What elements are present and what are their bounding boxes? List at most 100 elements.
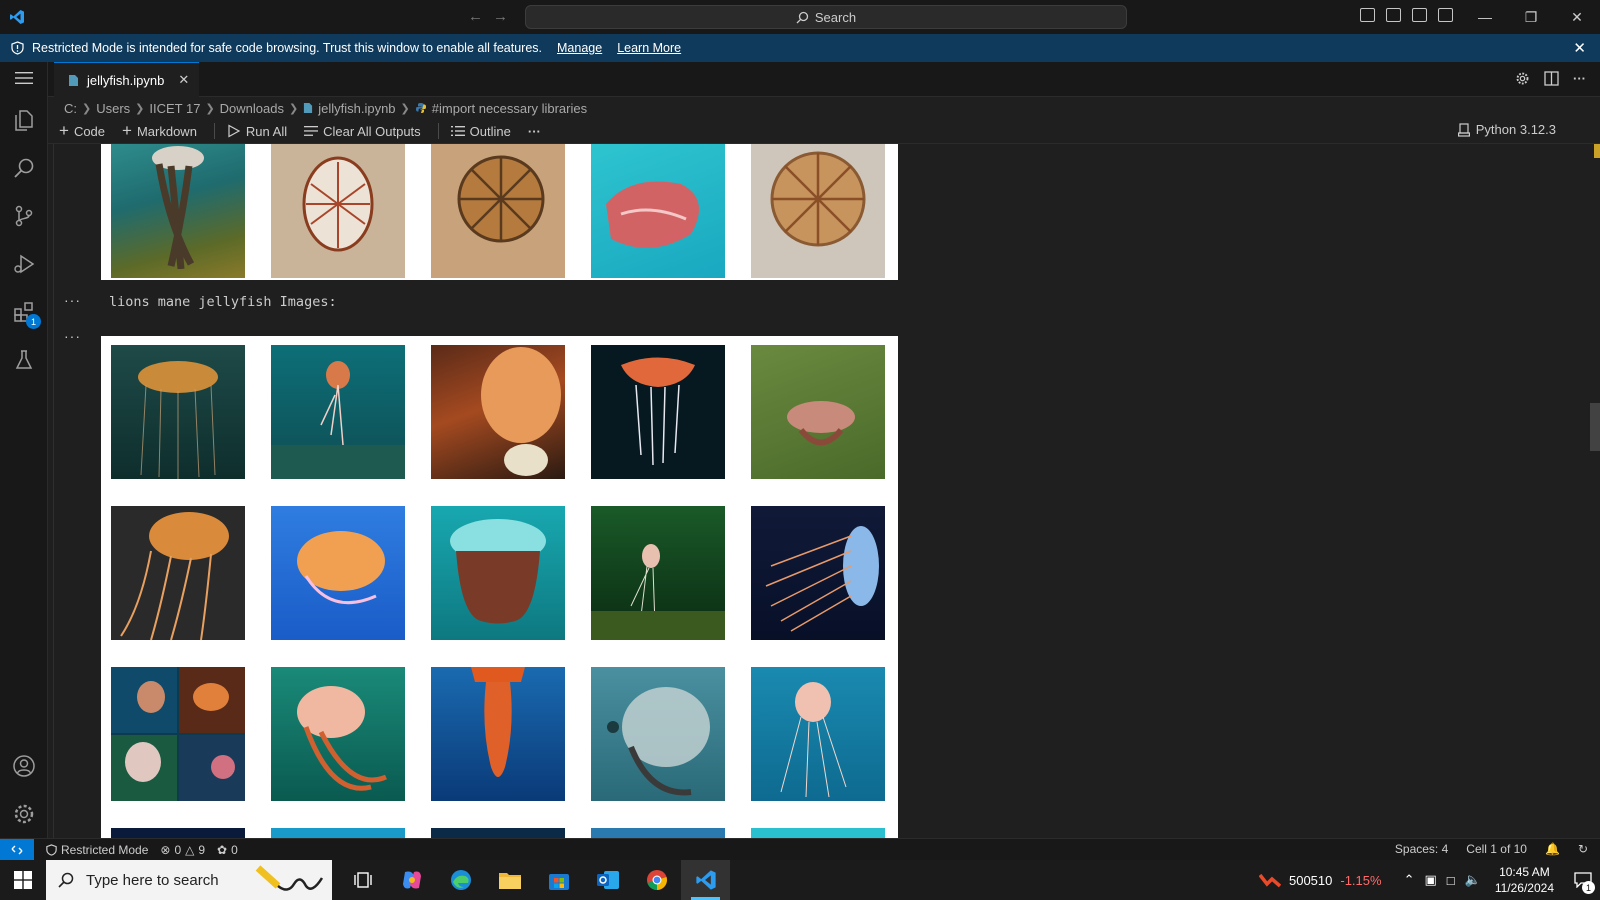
- overview-ruler-marker: [1594, 144, 1600, 158]
- manage-gear-icon[interactable]: [0, 790, 48, 838]
- task-view-icon[interactable]: [338, 860, 387, 900]
- kernel-label: Python 3.12.3: [1475, 122, 1556, 137]
- clock[interactable]: 10:45 AM 11/26/2024: [1495, 864, 1554, 896]
- start-button[interactable]: [0, 860, 46, 900]
- windows-taskbar: Type here to search 500510: [0, 860, 1600, 900]
- error-icon: ⊗: [160, 842, 171, 857]
- jellyfish-image: [431, 144, 565, 278]
- search-highlight-icon: [255, 865, 324, 891]
- jellyfish-image: [751, 667, 885, 801]
- ports-status[interactable]: ✿ 0: [217, 843, 238, 857]
- more-toolbar-actions[interactable]: ···: [528, 124, 541, 139]
- stock-widget[interactable]: 500510 -1.15%: [1258, 872, 1382, 888]
- breadcrumb-item-file[interactable]: jellyfish.ipynb: [318, 100, 396, 116]
- cell-position-indicator[interactable]: Cell 1 of 10: [1466, 842, 1527, 856]
- breadcrumb-item-cell[interactable]: #import necessary libraries: [431, 100, 588, 116]
- cell-more-actions[interactable]: ···: [64, 328, 81, 344]
- jellyfish-image: [111, 828, 245, 838]
- jellyfish-image: [111, 506, 245, 641]
- file-explorer-icon[interactable]: [485, 860, 534, 900]
- jellyfish-image: [751, 828, 885, 838]
- jellyfish-image: [431, 828, 565, 838]
- system-tray: 500510 -1.15% ⌃ ▣ □ 🔈 10:45 AM 11/26/202…: [1258, 860, 1600, 900]
- breadcrumb-item-users[interactable]: Users: [96, 100, 131, 116]
- outline-button[interactable]: Outline: [450, 124, 511, 139]
- restricted-mode-status[interactable]: Restricted Mode: [46, 843, 148, 857]
- forward-arrow-icon[interactable]: →: [493, 8, 508, 25]
- explorer-icon[interactable]: [0, 96, 48, 144]
- shield-icon: [11, 41, 24, 55]
- breadcrumb-item-downloads[interactable]: Downloads: [219, 100, 284, 116]
- copilot-icon[interactable]: [387, 860, 436, 900]
- activity-bar: 1: [0, 62, 48, 838]
- edge-browser-icon[interactable]: [436, 860, 485, 900]
- volume-icon[interactable]: 🔈: [1464, 872, 1481, 887]
- command-center-search[interactable]: Search: [525, 5, 1127, 29]
- source-control-icon[interactable]: [0, 192, 48, 240]
- notebook-file-icon: [304, 103, 313, 113]
- chevron-up-icon[interactable]: ⌃: [1403, 872, 1415, 887]
- kernel-picker[interactable]: Python 3.12.3: [1457, 122, 1556, 137]
- spaces-indicator[interactable]: Spaces: 4: [1394, 842, 1449, 856]
- jellyfish-image: [431, 345, 565, 479]
- tab-jellyfish-notebook[interactable]: jellyfish.ipynb ✕: [54, 62, 200, 97]
- add-markdown-cell-button[interactable]: + Markdown: [122, 121, 197, 141]
- remote-indicator-icon[interactable]: [0, 838, 34, 861]
- warning-icon: △: [185, 842, 195, 857]
- manage-link[interactable]: Manage: [557, 41, 603, 55]
- stock-value: 500510: [1288, 872, 1333, 888]
- minimize-button[interactable]: —: [1478, 9, 1492, 25]
- notebook-settings-icon[interactable]: [1515, 71, 1530, 86]
- breadcrumb-item-user[interactable]: IICET 17: [149, 100, 201, 116]
- close-tab-icon[interactable]: ✕: [178, 72, 190, 87]
- restore-button[interactable]: ❐: [1524, 8, 1538, 25]
- breadcrumb: C: ❯ Users ❯ IICET 17 ❯ Downloads ❯ jell…: [48, 97, 1600, 119]
- add-code-cell-button[interactable]: + Code: [59, 121, 105, 141]
- search-icon[interactable]: [0, 144, 48, 192]
- sync-icon[interactable]: ↻: [1577, 842, 1588, 856]
- outlook-icon[interactable]: [583, 860, 632, 900]
- extensions-icon[interactable]: 1: [0, 288, 48, 336]
- toggle-primary-sidebar-icon[interactable]: [1360, 8, 1375, 22]
- taskbar-search-box[interactable]: Type here to search: [46, 860, 332, 900]
- toggle-secondary-sidebar-icon[interactable]: [1412, 8, 1427, 22]
- title-bar: ← → Search — ❐ ✕: [0, 0, 1600, 34]
- stock-change: -1.15%: [1340, 872, 1382, 888]
- bell-icon[interactable]: 🔔: [1544, 842, 1560, 856]
- vscode-taskbar-icon[interactable]: [681, 860, 730, 900]
- clock-date: 11/26/2024: [1494, 881, 1554, 895]
- run-and-debug-icon[interactable]: [0, 240, 48, 288]
- testing-icon[interactable]: [0, 336, 48, 384]
- notification-center[interactable]: 1: [1566, 860, 1600, 900]
- menu-icon[interactable]: [0, 54, 48, 102]
- jellyfish-image: [591, 144, 725, 278]
- tab-label: jellyfish.ipynb: [87, 72, 165, 88]
- customize-layout-icon[interactable]: [1438, 8, 1453, 22]
- back-arrow-icon[interactable]: ←: [468, 8, 483, 25]
- close-window-button[interactable]: ✕: [1571, 8, 1583, 25]
- clear-all-outputs-button[interactable]: Clear All Outputs: [304, 124, 421, 139]
- microsoft-store-icon[interactable]: [534, 860, 583, 900]
- problems-status[interactable]: ⊗ 0 △ 9: [160, 843, 205, 857]
- network-icon[interactable]: □: [1446, 872, 1455, 888]
- jellyfish-image: [431, 667, 565, 801]
- extensions-badge: 1: [26, 314, 41, 329]
- split-editor-icon[interactable]: [1544, 71, 1559, 86]
- chevron-right-icon: ❯: [82, 102, 92, 115]
- toggle-panel-icon[interactable]: [1386, 8, 1401, 22]
- run-all-button[interactable]: Run All: [227, 124, 287, 139]
- more-actions-icon[interactable]: ···: [1573, 71, 1586, 86]
- broadcast-icon: ✿: [217, 842, 228, 857]
- notification-count: 1: [1582, 881, 1595, 894]
- accounts-icon[interactable]: [0, 742, 48, 790]
- breadcrumb-item-drive[interactable]: C:: [64, 100, 77, 116]
- learn-more-link[interactable]: Learn More: [617, 41, 682, 55]
- cell-more-actions[interactable]: ···: [64, 292, 81, 308]
- vertical-scrollbar[interactable]: [1590, 403, 1600, 451]
- stock-trend-icon: [1258, 873, 1281, 888]
- meet-now-icon[interactable]: ▣: [1424, 872, 1437, 887]
- taskbar-search-placeholder: Type here to search: [86, 871, 219, 889]
- close-banner-icon[interactable]: ✕: [1573, 40, 1586, 57]
- chrome-browser-icon[interactable]: [632, 860, 681, 900]
- jellyfish-image: [111, 144, 245, 278]
